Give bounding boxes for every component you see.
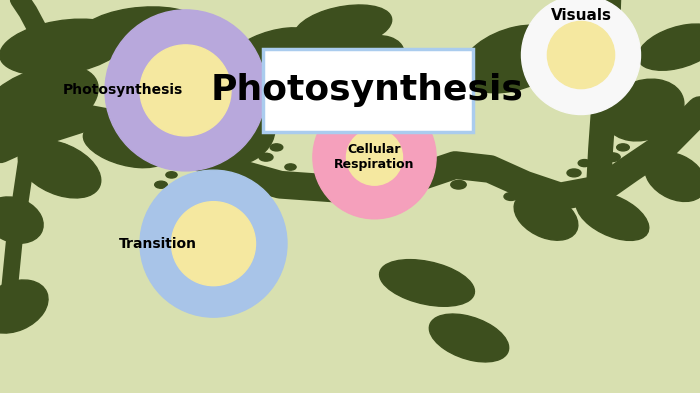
- Ellipse shape: [172, 202, 256, 286]
- Ellipse shape: [522, 0, 640, 114]
- Ellipse shape: [379, 260, 475, 306]
- Ellipse shape: [313, 95, 436, 219]
- Ellipse shape: [215, 111, 275, 164]
- Ellipse shape: [0, 19, 126, 75]
- Ellipse shape: [324, 35, 404, 90]
- Circle shape: [46, 153, 60, 161]
- FancyBboxPatch shape: [262, 49, 472, 132]
- Ellipse shape: [0, 280, 48, 333]
- Circle shape: [605, 153, 620, 162]
- Circle shape: [644, 122, 658, 130]
- Ellipse shape: [83, 123, 169, 168]
- Text: Photosynthesis: Photosynthesis: [62, 83, 183, 97]
- Circle shape: [334, 180, 345, 186]
- Circle shape: [567, 169, 581, 177]
- Circle shape: [57, 144, 69, 151]
- Ellipse shape: [346, 129, 402, 185]
- Ellipse shape: [0, 65, 98, 143]
- Ellipse shape: [604, 79, 684, 141]
- Ellipse shape: [0, 197, 43, 243]
- Ellipse shape: [366, 51, 467, 137]
- Ellipse shape: [638, 24, 700, 70]
- Ellipse shape: [105, 10, 266, 171]
- Circle shape: [451, 180, 466, 189]
- Circle shape: [504, 193, 518, 200]
- Circle shape: [259, 153, 273, 161]
- Ellipse shape: [18, 140, 101, 198]
- Text: Cellular
Respiration: Cellular Respiration: [335, 143, 414, 171]
- Ellipse shape: [140, 170, 287, 317]
- Circle shape: [166, 172, 177, 178]
- Ellipse shape: [461, 25, 568, 93]
- Ellipse shape: [514, 192, 578, 240]
- Circle shape: [461, 171, 474, 178]
- Circle shape: [270, 144, 283, 151]
- Ellipse shape: [547, 22, 615, 88]
- Text: Photosynthesis: Photosynthesis: [211, 73, 524, 107]
- Ellipse shape: [294, 5, 392, 50]
- Circle shape: [656, 115, 667, 121]
- Ellipse shape: [78, 7, 202, 56]
- Circle shape: [155, 181, 167, 188]
- Text: Transition: Transition: [118, 237, 197, 251]
- Circle shape: [402, 179, 416, 187]
- Circle shape: [617, 144, 629, 151]
- Circle shape: [516, 184, 527, 190]
- Circle shape: [391, 188, 407, 197]
- Ellipse shape: [228, 28, 318, 74]
- Circle shape: [38, 140, 50, 147]
- Ellipse shape: [645, 152, 700, 202]
- Ellipse shape: [140, 45, 231, 136]
- Text: Visuals: Visuals: [550, 8, 612, 23]
- Circle shape: [322, 189, 336, 196]
- Circle shape: [285, 164, 296, 170]
- Circle shape: [578, 160, 591, 167]
- Ellipse shape: [429, 314, 509, 362]
- Ellipse shape: [576, 192, 649, 241]
